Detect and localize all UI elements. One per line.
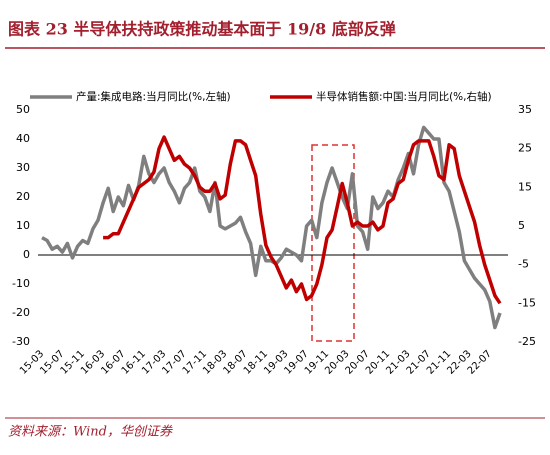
y2-tick-label: 15 bbox=[518, 180, 532, 193]
y2-tick-label: -25 bbox=[518, 335, 536, 348]
source: 资料来源：Wind，华创证券 bbox=[8, 425, 173, 440]
y2-tick-label: -15 bbox=[518, 296, 536, 309]
legend-label: 半导体销售额:中国:当月同比(%,右轴) bbox=[316, 90, 492, 103]
y-tick-label: 0 bbox=[23, 248, 30, 261]
y-tick-label: -10 bbox=[12, 277, 30, 290]
y2-tick-label: 5 bbox=[518, 219, 525, 232]
y-tick-label: 30 bbox=[16, 161, 30, 174]
y-tick-label: -30 bbox=[12, 335, 30, 348]
y2-tick-label: 25 bbox=[518, 142, 532, 155]
y-tick-label: 20 bbox=[16, 190, 30, 203]
y2-tick-label: -5 bbox=[518, 258, 529, 271]
y-tick-label: 50 bbox=[16, 103, 30, 116]
series-line bbox=[103, 135, 502, 305]
chart-title: 图表 23 半导体扶持政策推动基本面于 19/8 底部反弹 bbox=[8, 20, 396, 39]
highlight-box bbox=[311, 144, 355, 342]
y2-tick-label: 35 bbox=[518, 103, 532, 116]
legend-label: 产量:集成电路:当月同比(%,左轴) bbox=[76, 90, 231, 103]
series-line bbox=[41, 125, 502, 330]
y-tick-label: 40 bbox=[16, 132, 30, 145]
y-tick-label: 10 bbox=[16, 219, 30, 232]
y-tick-label: -20 bbox=[12, 306, 30, 319]
